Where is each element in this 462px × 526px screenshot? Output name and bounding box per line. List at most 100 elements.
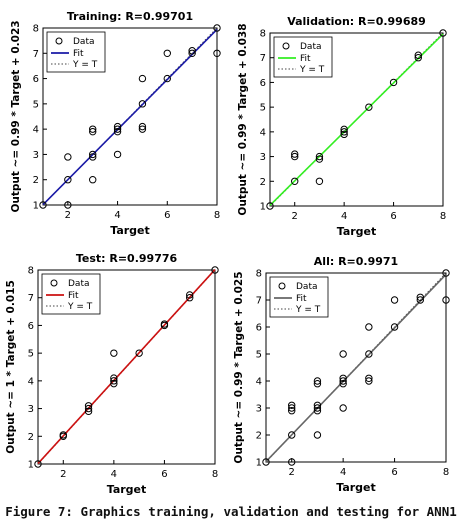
data-point <box>313 401 322 409</box>
data-point <box>110 377 118 385</box>
data-point <box>288 401 296 409</box>
y-tick-label: 7 <box>28 293 34 304</box>
y-tick-label: 5 <box>28 349 34 360</box>
legend-marker-data <box>55 37 63 45</box>
data-point <box>188 47 196 55</box>
x-tick-label: 2 <box>65 210 71 221</box>
data-point <box>160 320 169 328</box>
data-point <box>315 155 324 163</box>
legend-label-identity: Y = T <box>299 65 325 75</box>
data-point <box>365 323 373 331</box>
data-point <box>59 431 67 439</box>
y-tick-label: 6 <box>260 78 266 89</box>
legend-label-identity: Y = T <box>72 60 98 70</box>
data-point <box>113 122 122 131</box>
data-point <box>64 176 72 184</box>
legend-label-identity: Y = T <box>295 305 321 315</box>
data-point <box>186 294 194 302</box>
data-point <box>113 125 122 133</box>
x-axis-label: Target <box>107 483 147 496</box>
y-tick-label: 7 <box>33 49 39 60</box>
data-point <box>113 150 122 159</box>
data-point <box>266 202 274 210</box>
data-point <box>288 404 296 412</box>
legend-marker-data <box>278 282 286 290</box>
data-point <box>213 49 221 57</box>
x-axis-label: Target <box>337 225 377 238</box>
data-point <box>113 127 122 136</box>
y-tick-label: 8 <box>256 269 262 280</box>
y-tick-label: 1 <box>260 202 266 213</box>
data-point <box>315 177 324 185</box>
data-point <box>186 291 194 299</box>
data-point <box>138 125 147 133</box>
y-axis-label: Output ~= 1 * Target + 0.015 <box>5 280 17 454</box>
data-point <box>313 431 322 439</box>
data-point <box>414 54 422 62</box>
data-point <box>89 150 97 159</box>
data-point <box>442 269 450 277</box>
x-tick-label: 4 <box>114 210 120 221</box>
data-point <box>89 125 97 133</box>
x-tick-label: 4 <box>111 469 117 480</box>
x-tick-label: 6 <box>390 211 396 222</box>
y-tick-label: 2 <box>256 431 262 442</box>
data-point <box>340 128 348 136</box>
fit-line <box>269 33 444 206</box>
x-tick-label: 2 <box>60 469 66 480</box>
y-tick-label: 4 <box>28 376 34 387</box>
x-tick-label: 4 <box>341 211 347 222</box>
data-point <box>339 374 347 382</box>
data-point <box>442 296 450 304</box>
data-point <box>89 176 97 184</box>
data-point <box>365 350 373 358</box>
data-point <box>213 24 221 32</box>
data-point <box>89 127 97 136</box>
y-tick-label: 7 <box>256 296 262 307</box>
y-tick-label: 4 <box>256 377 262 388</box>
data-point <box>340 130 348 139</box>
data-point <box>89 153 97 161</box>
y-axis-label: Output ~= 0.99 * Target + 0.025 <box>233 271 245 463</box>
data-point <box>315 152 324 161</box>
data-point <box>339 380 347 388</box>
y-tick-label: 1 <box>33 201 39 212</box>
legend-label-fit: Fit <box>68 291 79 301</box>
y-tick-label: 8 <box>260 29 266 40</box>
data-point <box>339 377 347 385</box>
x-axis-label: Target <box>336 481 376 494</box>
data-point <box>439 29 447 37</box>
figure-caption: Figure 7: Graphics training, validation … <box>5 504 457 519</box>
legend-label-data: Data <box>73 37 95 47</box>
data-point <box>365 103 373 111</box>
y-tick-label: 3 <box>260 152 266 163</box>
x-tick-label: 4 <box>340 467 346 478</box>
fit-line <box>265 273 447 463</box>
x-axis-label: Target <box>110 224 150 237</box>
y-tick-label: 4 <box>33 125 39 136</box>
data-point <box>416 296 424 304</box>
data-point <box>138 100 147 108</box>
data-point <box>313 377 322 385</box>
data-point <box>110 374 118 382</box>
y-tick-label: 5 <box>256 350 262 361</box>
data-point <box>389 78 398 87</box>
legend-label-data: Data <box>296 282 318 292</box>
x-tick-label: 6 <box>164 210 170 221</box>
data-point <box>416 293 424 301</box>
y-axis-label: Output ~= 0.99 * Target + 0.038 <box>237 23 249 215</box>
y-tick-label: 2 <box>33 175 39 186</box>
data-point <box>211 266 219 274</box>
legend-label-data: Data <box>300 42 322 52</box>
y-tick-label: 8 <box>33 24 39 35</box>
data-point <box>390 296 399 304</box>
identity-line <box>42 27 218 206</box>
data-point <box>291 150 299 158</box>
x-tick-label: 6 <box>391 467 397 478</box>
y-tick-label: 3 <box>28 404 34 415</box>
data-point <box>288 431 296 439</box>
